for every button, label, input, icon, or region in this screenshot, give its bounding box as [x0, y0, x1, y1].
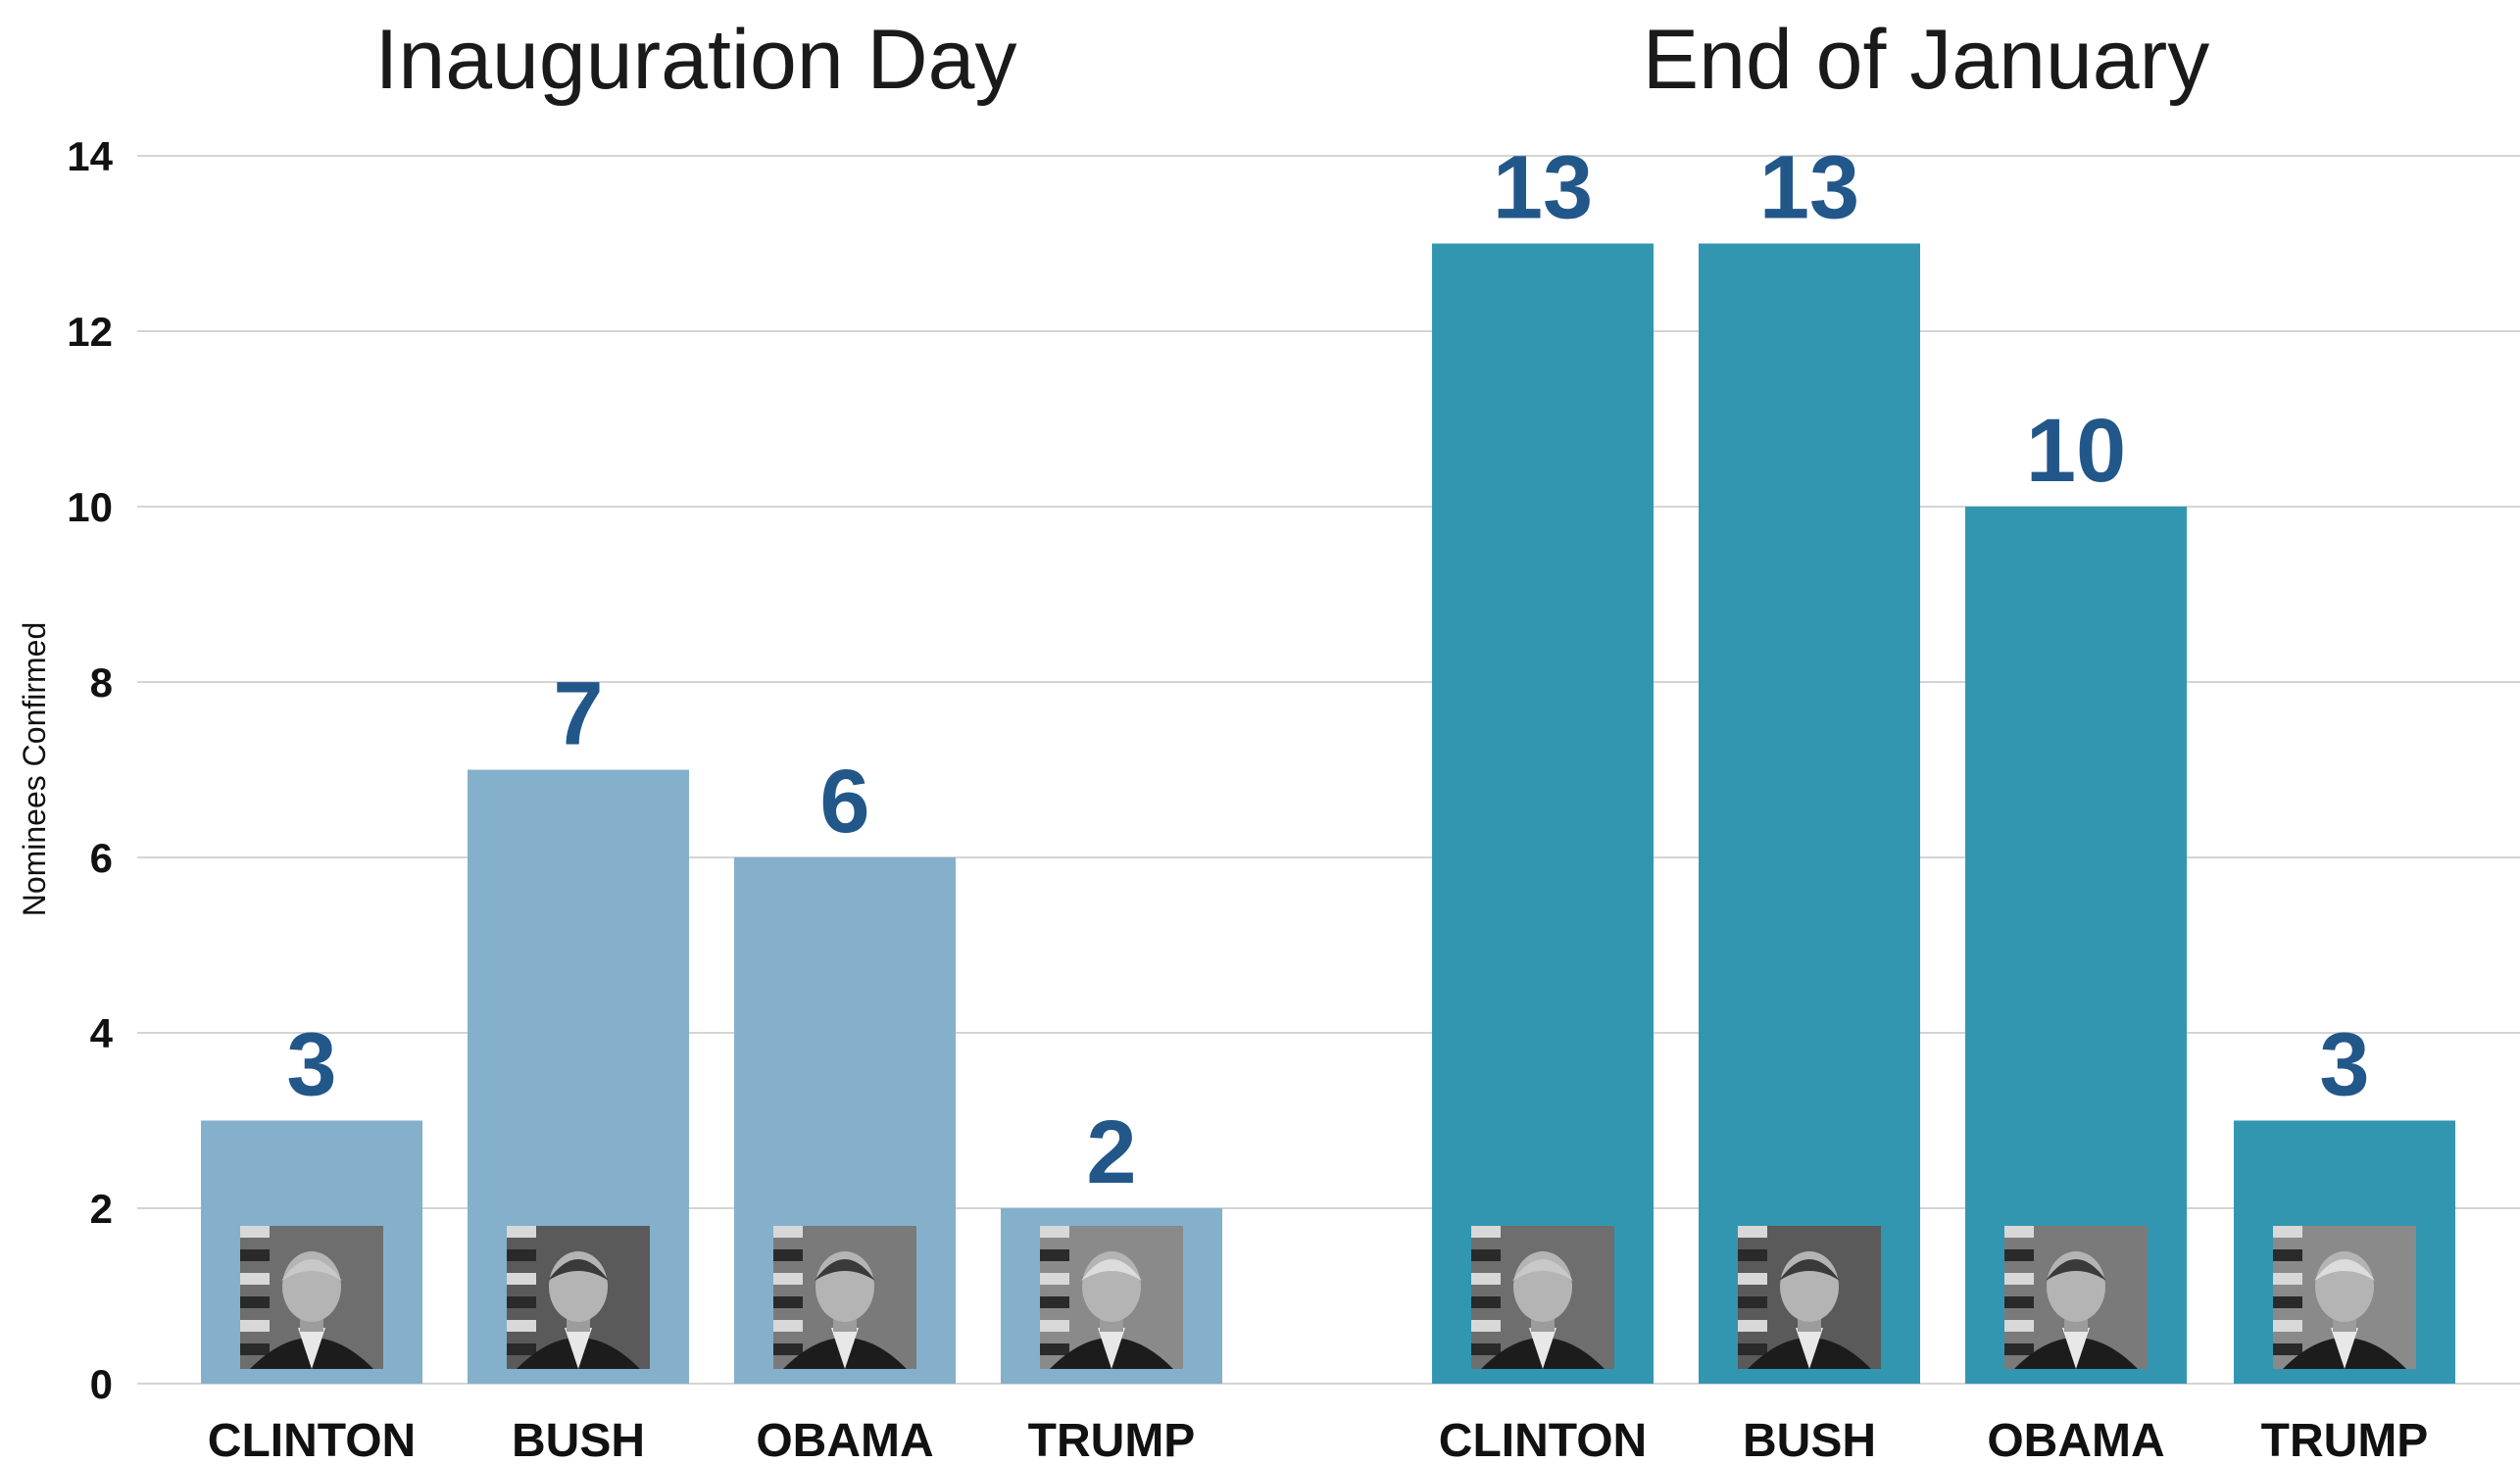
- y-tick-label: 2: [90, 1186, 113, 1232]
- bush-portrait-icon: [1738, 1226, 1881, 1369]
- x-tick-label: BUSH: [512, 1415, 645, 1464]
- y-tick-label: 6: [90, 835, 113, 881]
- data-label: 10: [2026, 401, 2126, 501]
- x-tick-label: CLINTON: [208, 1415, 416, 1464]
- panel-end-of-january: End of January 13 CLINTON 13 BUSH 10 OBAMA 3 TR…: [1432, 13, 2455, 1464]
- x-tick-label: TRUMP: [2261, 1415, 2429, 1464]
- x-tick-label: TRUMP: [1028, 1415, 1196, 1464]
- x-tick-label: OBAMA: [1987, 1415, 2164, 1464]
- y-tick-label: 10: [67, 484, 113, 530]
- panel-title: Inauguration Day: [375, 13, 1017, 107]
- obama-portrait-icon: [2004, 1226, 2148, 1369]
- x-tick-label: OBAMA: [756, 1415, 933, 1464]
- clinton-portrait-icon: [1471, 1226, 1614, 1369]
- x-tick-label: BUSH: [1743, 1415, 1876, 1464]
- panel-title: End of January: [1643, 13, 2209, 107]
- bar: [1699, 243, 1920, 1384]
- data-label: 6: [819, 752, 869, 852]
- data-label: 3: [286, 1015, 336, 1115]
- clinton-portrait-icon: [240, 1226, 383, 1369]
- y-tick-label: 4: [90, 1010, 114, 1056]
- y-tick-label: 8: [90, 659, 113, 706]
- data-label: 13: [1759, 138, 1859, 238]
- data-label: 7: [553, 664, 603, 764]
- y-axis: 0 2 4 6 8 10 12 14: [67, 133, 113, 1407]
- data-label: 3: [2319, 1015, 2369, 1115]
- y-tick-label: 14: [67, 133, 113, 179]
- y-tick-label: 0: [90, 1361, 113, 1407]
- data-label: 2: [1086, 1102, 1136, 1202]
- data-label: 13: [1493, 138, 1593, 238]
- bar: [1432, 243, 1654, 1384]
- trump-portrait-icon: [1040, 1226, 1183, 1369]
- trump-portrait-icon: [2273, 1226, 2416, 1369]
- panel-inauguration-day: Inauguration Day 3 CLINTON 7 BUSH 6 OBAMA 2 TRU…: [201, 13, 1222, 1464]
- obama-portrait-icon: [773, 1226, 916, 1369]
- x-tick-label: CLINTON: [1439, 1415, 1647, 1464]
- y-tick-label: 12: [67, 309, 113, 355]
- bush-portrait-icon: [507, 1226, 650, 1369]
- y-axis-title: Nominees Confirmed: [17, 622, 52, 917]
